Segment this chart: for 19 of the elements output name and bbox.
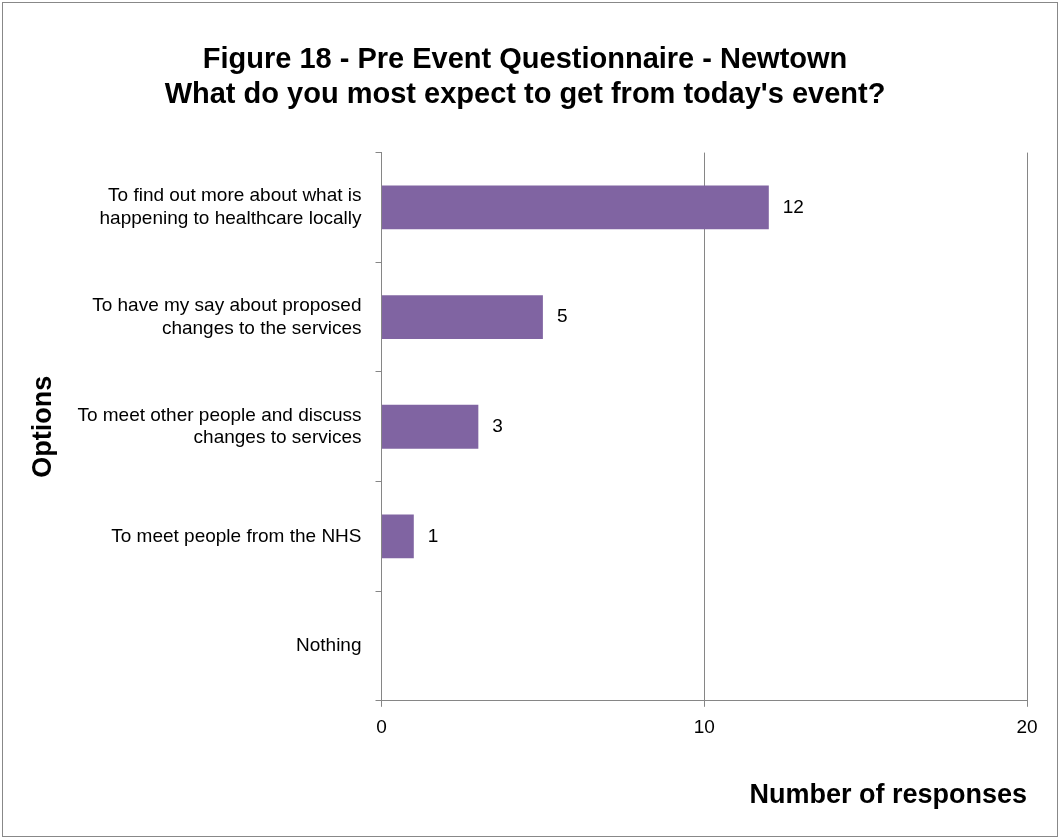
y-tick-label: Nothing — [296, 634, 362, 656]
x-axis-title: Number of responses — [749, 779, 1027, 810]
y-tick-label: To have my say about proposed changes to the services — [92, 293, 362, 338]
x-tick-label: 20 — [1016, 716, 1038, 738]
x-tick-label: 0 — [376, 716, 387, 738]
bar — [382, 295, 543, 339]
y-tick-label: To meet other people and discuss changes to services — [77, 403, 362, 448]
y-axis-title: Options — [26, 375, 57, 478]
bar — [382, 404, 479, 449]
data-label: 1 — [427, 524, 439, 546]
x-tick-label: 10 — [693, 716, 715, 738]
bar — [382, 185, 769, 230]
y-tick-label: To meet people from the NHS — [111, 524, 362, 546]
bar — [382, 514, 414, 559]
y-tick-label: To find out more about what is happening to healthcare locally — [99, 184, 363, 229]
data-label: 12 — [782, 195, 804, 217]
data-label: 3 — [492, 414, 503, 436]
data-label: 5 — [556, 305, 568, 327]
chart-title: Figure 18 - Pre Event Questionnaire - Newtown What do you most expect to get from today's event? — [164, 42, 886, 110]
